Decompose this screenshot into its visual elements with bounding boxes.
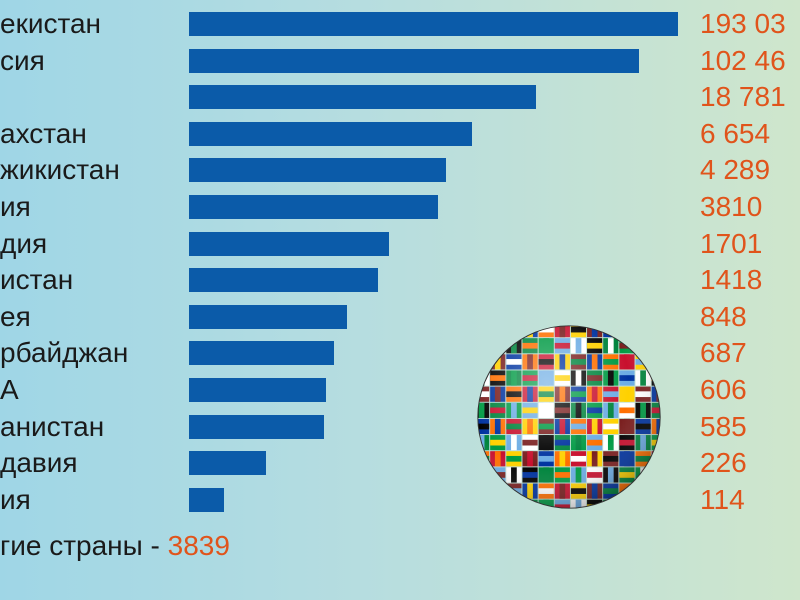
- bar: [189, 378, 327, 402]
- category-label: ахстан: [0, 117, 87, 149]
- category-label: истан: [0, 264, 74, 296]
- value-label: 6 654: [700, 117, 771, 149]
- value-label: 4 289: [700, 154, 771, 186]
- category-label: анистан: [0, 410, 105, 442]
- bar: [189, 304, 347, 329]
- flag-globe-icon: [477, 325, 661, 509]
- category-label: рбайджан: [0, 337, 129, 369]
- value-label: 1418: [700, 264, 763, 296]
- bar: [189, 48, 640, 73]
- bar: [189, 158, 446, 183]
- category-label: А: [0, 374, 19, 405]
- bar: [189, 341, 334, 366]
- value-label: 585: [700, 410, 747, 442]
- category-label: давия: [0, 447, 78, 479]
- value-label: 848: [700, 300, 747, 332]
- bar: [189, 121, 473, 146]
- category-label: ия: [0, 191, 31, 222]
- category-label: ия: [0, 483, 31, 515]
- bar: [189, 451, 266, 476]
- bar: [189, 268, 378, 293]
- bar: [189, 195, 439, 219]
- bar: [189, 85, 536, 110]
- category-label: екистан: [0, 8, 102, 39]
- value-label: 102 46: [700, 44, 786, 76]
- value-label: 193 03: [700, 8, 786, 39]
- bar: [189, 231, 390, 256]
- value-label: 1701: [700, 227, 763, 259]
- value-label: 606: [700, 374, 747, 405]
- value-label: 114: [700, 483, 745, 515]
- bar: [189, 414, 324, 439]
- bar: [189, 12, 678, 36]
- other-countries-label: гие страны -: [0, 530, 160, 561]
- value-label: 226: [700, 447, 747, 479]
- value-label: 687: [700, 337, 747, 369]
- category-label: сия: [0, 44, 45, 76]
- value-label: 18 781: [700, 81, 786, 113]
- category-label: дия: [0, 227, 48, 259]
- value-label: 3810: [700, 191, 763, 222]
- bar: [189, 487, 224, 512]
- other-countries-value: 3839: [167, 530, 230, 561]
- other-countries-note: гие страны - 3839: [0, 530, 230, 562]
- category-label: ея: [0, 300, 31, 332]
- category-label: жикистан: [0, 154, 120, 186]
